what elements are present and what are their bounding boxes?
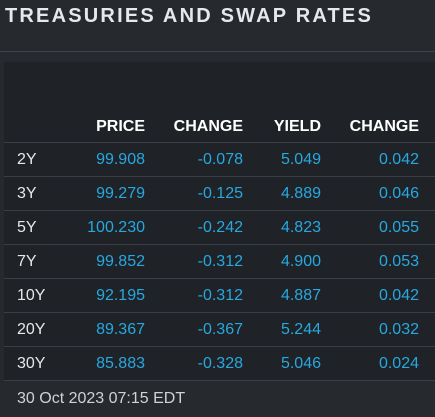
- price-change-cell: -0.312: [197, 253, 243, 270]
- timestamp: 30 Oct 2023 07:15 EDT: [17, 390, 186, 407]
- tenor-cell: 20Y: [17, 321, 46, 338]
- yield-change-cell: 0.042: [378, 151, 419, 168]
- yield-cell: 5.046: [280, 355, 321, 372]
- header-price-change[interactable]: CHANGE: [173, 118, 243, 135]
- table-row[interactable]: 10Y 92.195 -0.312 4.887 0.042: [4, 279, 435, 313]
- yield-change-cell: 0.042: [378, 287, 419, 304]
- price-cell: 99.852: [96, 253, 145, 270]
- yield-change-cell: 0.053: [378, 253, 419, 270]
- table-row[interactable]: 30Y 85.883 -0.328 5.046 0.024: [4, 347, 435, 381]
- tenor-cell: 7Y: [17, 253, 37, 270]
- title-divider: [0, 51, 435, 52]
- price-change-cell: -0.367: [197, 321, 243, 338]
- tenor-cell: 2Y: [17, 151, 37, 168]
- price-cell: 99.908: [96, 151, 145, 168]
- yield-change-cell: 0.055: [378, 219, 419, 236]
- price-change-cell: -0.312: [197, 287, 243, 304]
- yield-change-cell: 0.032: [378, 321, 419, 338]
- tenor-cell: 10Y: [17, 287, 46, 304]
- price-change-cell: -0.328: [197, 355, 243, 372]
- tenor-cell: 5Y: [17, 219, 37, 236]
- price-cell: 85.883: [96, 355, 145, 372]
- price-cell: 92.195: [96, 287, 145, 304]
- yield-cell: 4.823: [280, 219, 321, 236]
- table-row[interactable]: 20Y 89.367 -0.367 5.244 0.032: [4, 313, 435, 347]
- price-cell: 89.367: [96, 321, 145, 338]
- header-yield[interactable]: YIELD: [273, 118, 321, 135]
- tenor-cell: 3Y: [17, 185, 37, 202]
- yield-cell: 4.900: [280, 253, 321, 270]
- rates-table: PRICE CHANGE YIELD CHANGE 2Y 99.908 -0.0…: [4, 62, 435, 381]
- yield-cell: 5.049: [280, 151, 321, 168]
- table-row[interactable]: 7Y 99.852 -0.312 4.900 0.053: [4, 245, 435, 279]
- yield-change-cell: 0.024: [378, 355, 419, 372]
- tenor-cell: 30Y: [17, 355, 46, 372]
- price-cell: 100.230: [87, 219, 145, 236]
- yield-cell: 5.244: [280, 321, 321, 338]
- table-row[interactable]: 5Y 100.230 -0.242 4.823 0.055: [4, 211, 435, 245]
- price-cell: 99.279: [96, 185, 145, 202]
- yield-cell: 4.887: [280, 287, 321, 304]
- header-yield-change[interactable]: CHANGE: [349, 118, 419, 135]
- widget-title: TREASURIES AND SWAP RATES: [5, 5, 373, 27]
- price-change-cell: -0.078: [197, 151, 243, 168]
- price-change-cell: -0.125: [197, 185, 243, 202]
- yield-change-cell: 0.046: [378, 185, 419, 202]
- yield-cell: 4.889: [280, 185, 321, 202]
- table-row[interactable]: 3Y 99.279 -0.125 4.889 0.046: [4, 177, 435, 211]
- header-price[interactable]: PRICE: [96, 118, 145, 135]
- table-row[interactable]: 2Y 99.908 -0.078 5.049 0.042: [4, 143, 435, 177]
- table-header: PRICE CHANGE YIELD CHANGE: [4, 62, 435, 143]
- price-change-cell: -0.242: [197, 219, 243, 236]
